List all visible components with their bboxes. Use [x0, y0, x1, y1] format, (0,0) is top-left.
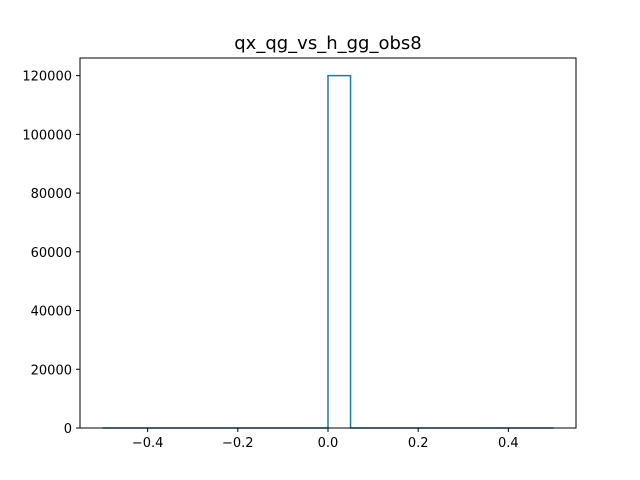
y-tick-label: 60000	[31, 246, 72, 261]
x-tick-label: −0.4	[132, 436, 164, 451]
y-tick-label: 0	[64, 422, 72, 437]
chart-title: qx_qg_vs_h_gg_obs8	[234, 33, 422, 54]
x-tick-label: 0.4	[498, 436, 519, 451]
y-tick-label: 100000	[22, 128, 72, 143]
y-tick-label: 80000	[31, 187, 72, 202]
y-tick-label: 40000	[31, 305, 72, 320]
y-tick-label: 120000	[22, 70, 72, 85]
x-tick-label: 0.0	[318, 436, 339, 451]
x-tick-label: 0.2	[408, 436, 429, 451]
y-tick-label: 20000	[31, 363, 72, 378]
x-tick-label: −0.2	[222, 436, 254, 451]
plot-frame	[79, 57, 577, 429]
